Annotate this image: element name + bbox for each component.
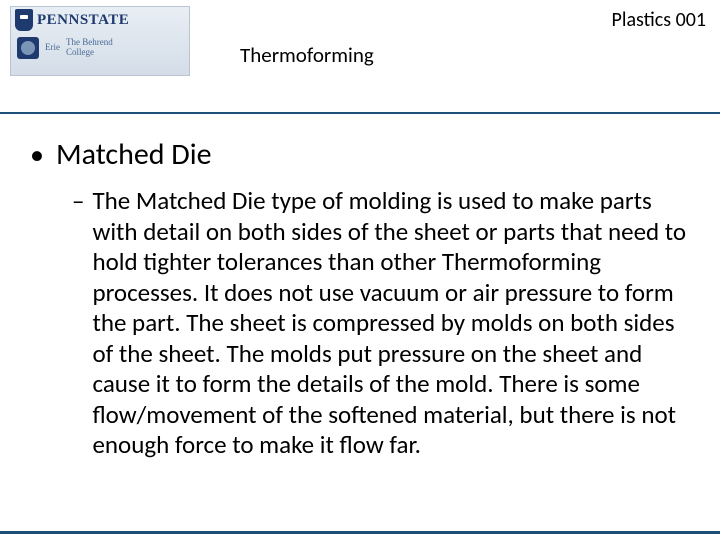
university-logo: PENNSTATE Erie The Behrend College — [10, 6, 190, 76]
bullet-level-2: – The Matched Die type of molding is use… — [72, 185, 700, 461]
logo-top-row: PENNSTATE — [11, 7, 189, 33]
slide-content: • Matched Die – The Matched Die type of … — [30, 136, 700, 461]
bullet-dot-icon: • — [30, 141, 44, 169]
slide-header: PENNSTATE Erie The Behrend College Plast… — [0, 0, 720, 90]
bullet-sub-text: The Matched Die type of molding is used … — [92, 186, 700, 461]
logo-bottom-row: Erie The Behrend College — [11, 35, 189, 61]
bullet-level-1: • Matched Die — [30, 136, 700, 173]
campus-name: Erie — [45, 43, 60, 53]
bullet-main-text: Matched Die — [56, 136, 212, 173]
course-code: Plastics 001 — [612, 8, 706, 32]
shield-icon — [15, 9, 33, 31]
college-name: The Behrend College — [66, 38, 113, 58]
campus-badge-icon — [17, 37, 39, 59]
header-divider — [0, 112, 720, 114]
footer-divider — [0, 531, 720, 534]
slide-title: Thermoforming — [240, 42, 374, 68]
bullet-dash-icon: – — [72, 185, 84, 216]
university-name: PENNSTATE — [37, 12, 129, 29]
